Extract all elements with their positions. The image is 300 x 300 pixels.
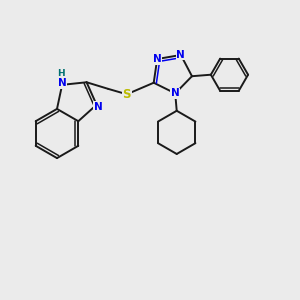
Text: N: N [176, 50, 185, 60]
Text: N: N [171, 88, 180, 98]
Text: H: H [57, 69, 64, 78]
Text: S: S [122, 88, 131, 101]
Text: N: N [94, 101, 103, 112]
Text: N: N [153, 54, 162, 64]
Text: N: N [58, 78, 67, 88]
